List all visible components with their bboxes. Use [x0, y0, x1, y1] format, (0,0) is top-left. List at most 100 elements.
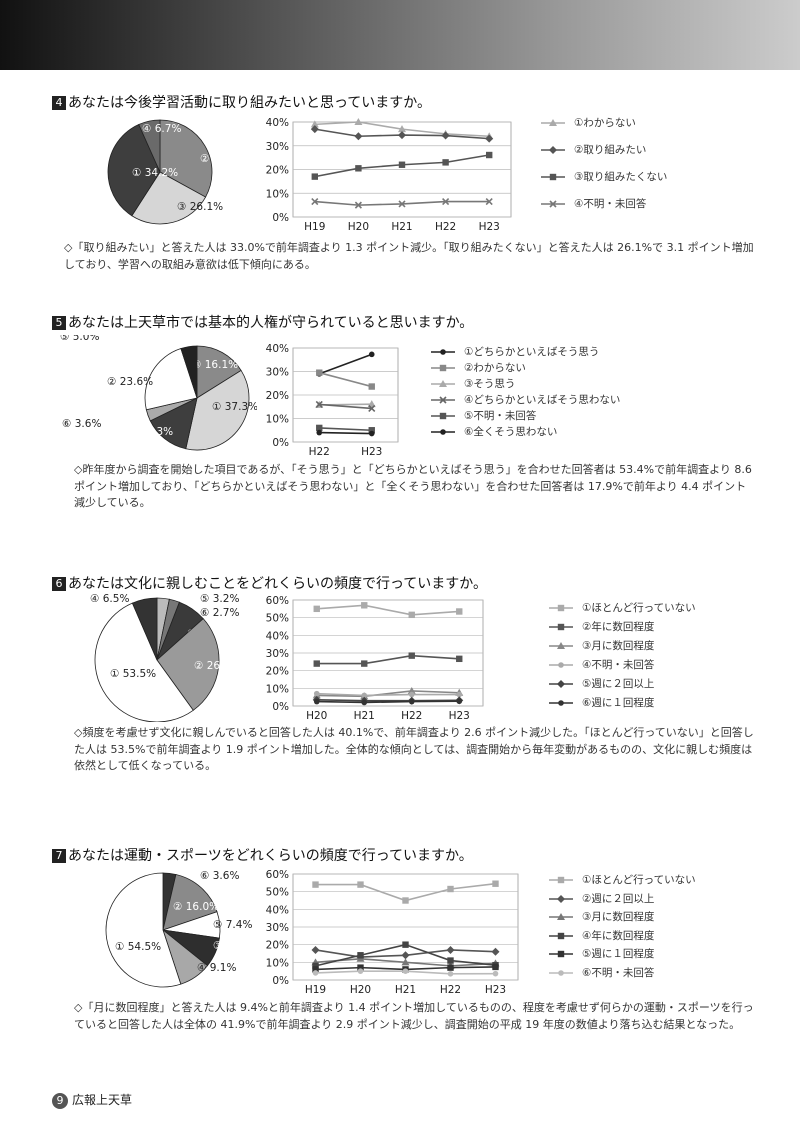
data-point	[456, 608, 463, 615]
pie-label: ④ 14.3%	[127, 426, 173, 438]
legend-marker	[431, 412, 455, 420]
series-line	[316, 699, 460, 702]
pie-slice	[138, 119, 161, 173]
q7-line-chart: 0% 10% 20% 30% 40% 50% 60% H19 H20 H21 H22 H23	[266, 869, 519, 996]
y-tick-label: 60%	[266, 869, 289, 881]
series-line	[319, 371, 372, 388]
y-tick-label: 30%	[266, 648, 289, 660]
legend-symbol	[440, 349, 446, 355]
legend-marker	[549, 642, 573, 649]
x-tick-label: H23	[479, 221, 500, 233]
data-point	[354, 132, 363, 141]
page-footer: 9 広報上天草	[52, 1091, 132, 1109]
data-point	[357, 952, 364, 959]
data-point	[313, 698, 320, 705]
legend-marker	[549, 950, 573, 958]
legend-marker	[549, 700, 573, 706]
legend-label: ③取り組みたくない	[574, 171, 668, 183]
series-line	[319, 427, 372, 432]
y-tick-label: 0%	[272, 212, 289, 224]
y-tick-label: 50%	[266, 613, 289, 625]
series-line	[316, 604, 460, 616]
legend-label: ②年に数回程度	[582, 621, 655, 633]
data-point	[442, 159, 449, 166]
data-point	[361, 699, 368, 706]
q4-line-chart: 0% 10% 20% 30% 40% H19 H20 H21 H22 H23	[266, 117, 512, 233]
legend-symbol	[439, 364, 447, 372]
legend-label: ①どちらかといえばそう思う	[464, 346, 600, 358]
data-point	[492, 970, 499, 977]
y-tick-label: 30%	[266, 367, 289, 379]
legend-symbol	[557, 894, 565, 903]
y-tick-label: 10%	[266, 414, 289, 426]
data-point	[368, 383, 375, 390]
data-point	[316, 424, 323, 432]
legend-symbol	[557, 642, 565, 649]
question-text: あなたは運動・スポーツをどれくらいの頻度で行っていますか。	[68, 848, 473, 864]
x-tick-label: H20	[350, 984, 371, 996]
y-tick-label: 40%	[266, 630, 289, 642]
pie-slice	[180, 345, 198, 399]
legend-symbol	[549, 146, 557, 154]
pie-slice	[185, 369, 250, 451]
legend-label: ①わからない	[574, 117, 636, 129]
pie-label: ① 37.3%	[212, 401, 257, 413]
data-point	[402, 941, 409, 948]
data-point	[491, 947, 500, 956]
pie-label: ⑥ 3.6%	[62, 418, 101, 430]
data-point	[401, 951, 410, 960]
data-point	[456, 691, 463, 698]
legend-marker	[541, 173, 565, 181]
x-tick-label: H21	[395, 984, 416, 996]
data-point	[486, 151, 493, 159]
data-point	[447, 971, 454, 977]
legend-symbol	[439, 380, 447, 387]
legend-label: ③月に数回程度	[582, 911, 655, 923]
data-point	[401, 958, 410, 966]
pie-label: ② 26.7%	[194, 660, 240, 672]
pie-slice	[107, 124, 161, 217]
legend-symbol	[557, 876, 565, 884]
pie-slice	[156, 618, 220, 711]
pie-label: ⑥ 2.7%	[200, 607, 239, 619]
legend-label: ⑥週に１回程度	[582, 697, 655, 709]
data-point	[402, 897, 409, 904]
data-point	[312, 966, 319, 973]
pie-slice	[131, 171, 207, 225]
y-tick-label: 50%	[266, 887, 289, 899]
legend-symbol	[549, 119, 557, 126]
question-4-description: ◇「取り組みたい」と答えた人は 33.0%で前年調査より 1.3 ポイント減少。…	[64, 241, 754, 271]
data-point	[492, 963, 499, 971]
series-line	[316, 692, 460, 697]
y-tick-label: 60%	[266, 595, 289, 607]
question-text: あなたは上天草市では基本的人権が守られていると思いますか。	[68, 315, 474, 331]
y-tick-label: 20%	[266, 940, 289, 952]
series-line	[318, 353, 373, 375]
data-point	[485, 197, 493, 206]
x-tick-label: H22	[435, 221, 456, 233]
data-point	[447, 964, 454, 971]
legend-label: ②わからない	[464, 362, 526, 374]
y-tick-label: 40%	[266, 904, 289, 916]
pie-label: ③ 16.1%	[192, 359, 238, 371]
data-point	[447, 885, 454, 893]
legend-symbol	[557, 950, 565, 958]
q6-pie-chart: ⑤ 3.2%⑥ 2.7%③ 7.5%② 26.7%① 53.5%④ 6.5%	[90, 593, 240, 722]
legend-marker	[431, 429, 455, 435]
pie-label: ⑤ 7.4%	[213, 919, 252, 931]
pie-label: ① 54.5%	[115, 941, 161, 953]
legend-marker	[541, 200, 565, 208]
data-point	[361, 602, 368, 609]
data-point	[312, 881, 319, 888]
pie-slice	[131, 597, 158, 661]
legend-marker	[549, 604, 573, 612]
legend-marker	[549, 932, 573, 939]
y-tick-label: 30%	[266, 141, 289, 153]
q5-line-chart: 0% 10% 20% 30% 40% H22 H23	[266, 343, 399, 458]
legend-label: ⑥不明・未回答	[582, 966, 655, 979]
question-text: あなたは今後学習活動に取り組みたいと思っていますか。	[68, 95, 432, 111]
data-point	[368, 430, 375, 437]
x-tick-label: H23	[361, 446, 382, 458]
legend-symbol	[557, 604, 565, 612]
y-tick-label: 0%	[272, 701, 289, 713]
